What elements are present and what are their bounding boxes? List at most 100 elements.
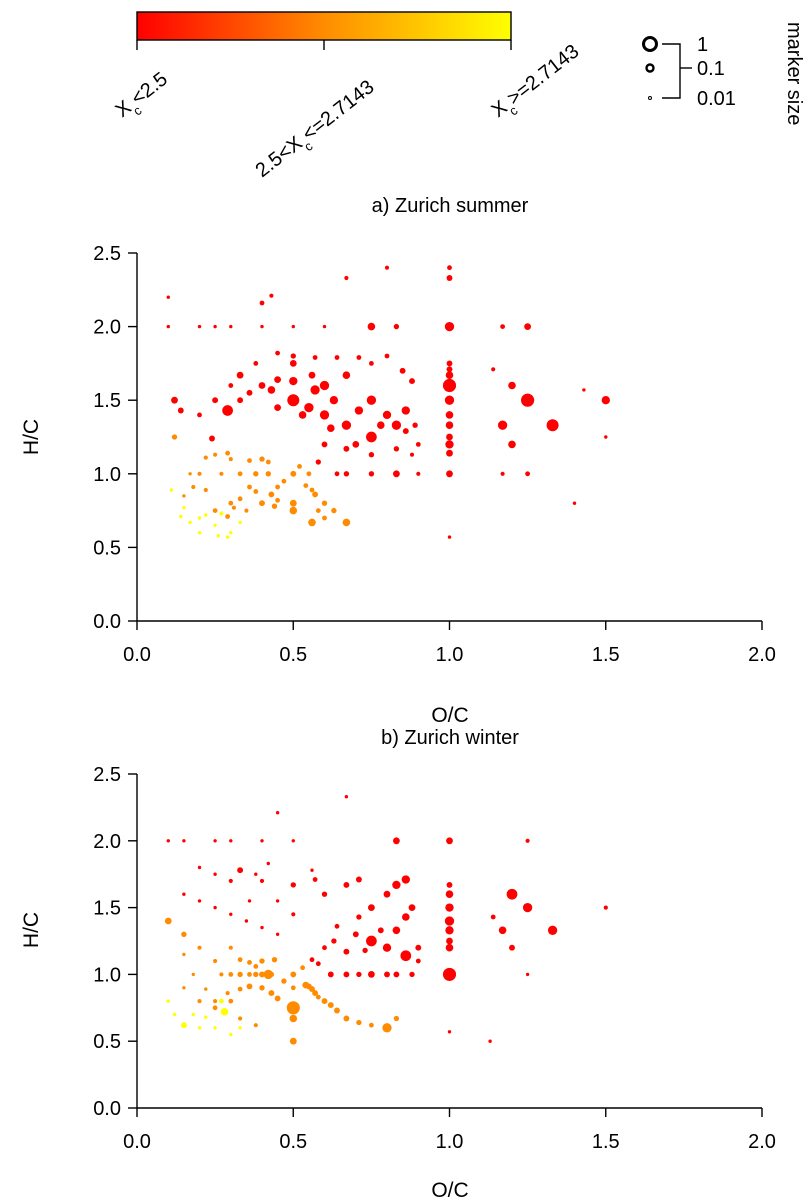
data-point <box>203 487 208 493</box>
data-point <box>213 905 217 910</box>
data-point <box>366 431 377 443</box>
x-tick-label: 1.0 <box>436 644 464 666</box>
data-point <box>383 890 391 898</box>
data-point <box>197 999 202 1004</box>
data-point <box>377 927 384 934</box>
data-point <box>368 904 375 911</box>
data-point <box>312 491 319 498</box>
data-point <box>259 958 265 964</box>
data-point <box>319 380 330 391</box>
data-point <box>289 360 297 367</box>
data-point <box>275 932 280 936</box>
data-point <box>445 421 454 429</box>
data-point <box>182 892 186 896</box>
data-point <box>204 1015 208 1019</box>
x-tick-label: 0.0 <box>123 1131 151 1153</box>
data-point <box>237 957 243 963</box>
colorbar-gradient <box>136 11 512 41</box>
data-point <box>384 353 390 359</box>
data-point <box>271 503 278 509</box>
data-point <box>228 945 233 950</box>
data-point <box>179 514 183 519</box>
data-point <box>281 978 287 984</box>
data-point <box>368 971 375 978</box>
size-legend-marker-medium <box>645 63 655 73</box>
data-point <box>290 353 296 359</box>
data-point <box>447 1030 452 1034</box>
data-point <box>213 523 217 527</box>
data-point <box>219 972 224 977</box>
data-point <box>445 926 454 935</box>
data-point <box>289 376 298 386</box>
data-point <box>237 867 244 874</box>
data-point <box>603 905 608 910</box>
data-point <box>237 397 244 404</box>
data-point <box>225 450 231 456</box>
data-point <box>415 958 421 964</box>
data-point <box>321 891 328 897</box>
data-point <box>525 972 530 977</box>
data-point <box>321 441 328 448</box>
data-point <box>352 441 360 448</box>
x-axis-label: O/C <box>431 1179 468 1200</box>
data-point <box>402 913 410 921</box>
data-point <box>309 957 315 963</box>
data-point <box>291 912 296 917</box>
y-tick-label: 1.5 <box>93 390 121 412</box>
data-point <box>166 999 170 1003</box>
data-point <box>166 839 170 843</box>
data-point <box>344 275 349 281</box>
data-point <box>500 471 505 476</box>
data-point <box>522 902 533 913</box>
data-point <box>237 496 243 502</box>
colorbar-label-low: Xc<2.5 <box>112 68 176 126</box>
data-point <box>343 471 350 477</box>
data-point <box>444 395 455 405</box>
data-point <box>247 458 252 463</box>
y-tick-label: 2.0 <box>93 317 121 339</box>
data-point <box>393 1015 400 1022</box>
x-tick-label: 1.5 <box>592 644 620 666</box>
data-point <box>446 275 453 281</box>
data-point <box>228 383 234 388</box>
panel-summer: a) Zurich summer 0.0 0.5 1.0 1.5 2.0 0.0 0.5 1.… <box>20 195 776 727</box>
data-point <box>225 514 231 519</box>
data-point <box>269 293 274 298</box>
data-point <box>525 471 530 477</box>
data-point <box>352 931 359 938</box>
data-point <box>304 402 314 413</box>
data-point <box>446 470 453 478</box>
data-point <box>442 967 457 981</box>
data-point <box>260 839 264 843</box>
data-point <box>244 919 249 923</box>
data-point <box>446 937 453 945</box>
x-tick-label: 2.0 <box>748 1131 776 1153</box>
data-point <box>197 1026 202 1030</box>
data-point <box>343 1015 350 1022</box>
data-point <box>213 839 217 843</box>
data-point <box>393 837 400 845</box>
data-point <box>343 948 350 955</box>
data-point <box>286 1001 300 1015</box>
panel-title: a) Zurich summer <box>372 195 529 217</box>
data-point <box>331 507 337 514</box>
data-point <box>291 839 295 843</box>
y-tick-label: 2.0 <box>93 831 121 853</box>
data-point <box>312 877 318 882</box>
data-point <box>366 395 377 405</box>
data-point <box>274 404 281 411</box>
data-point <box>259 985 265 991</box>
data-point <box>222 405 233 416</box>
data-point <box>182 986 186 990</box>
data-point <box>509 944 515 951</box>
data-point <box>497 420 508 430</box>
data-point <box>369 1022 374 1028</box>
data-point <box>237 971 243 978</box>
data-point <box>258 382 266 389</box>
data-point <box>342 371 351 379</box>
data-point <box>182 839 186 843</box>
data-point <box>547 925 558 935</box>
colorbar-label-mid: 2.5<Xc<=2.7143 <box>252 76 382 186</box>
data-point <box>275 811 280 815</box>
data-point <box>315 508 321 513</box>
